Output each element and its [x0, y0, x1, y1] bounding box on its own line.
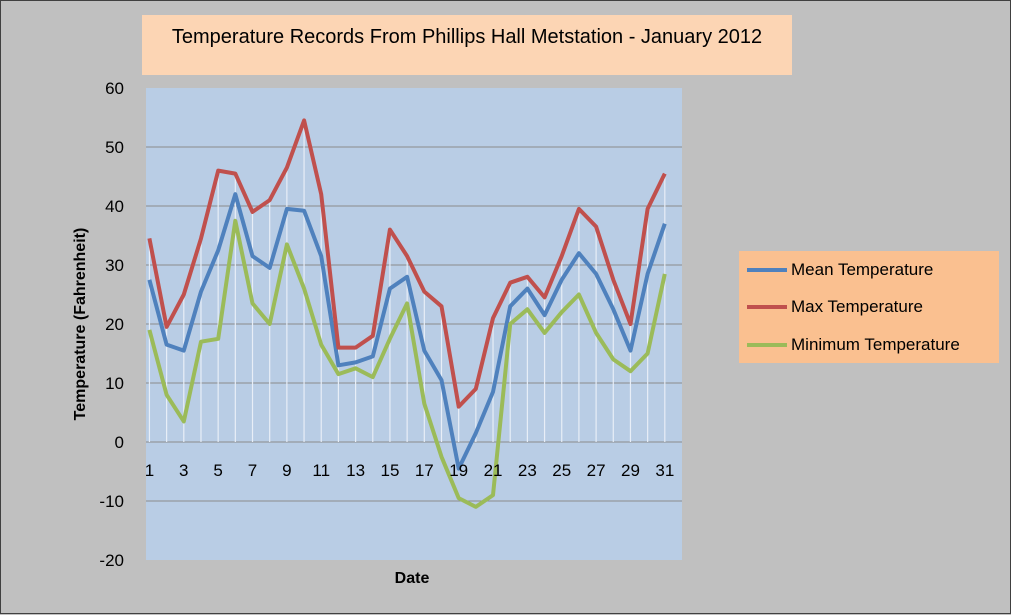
x-tick-label: 25 — [552, 461, 571, 480]
y-tick-label: 50 — [105, 138, 124, 157]
y-tick-label: -10 — [99, 492, 124, 511]
series-lines — [147, 118, 667, 509]
legend-label-min: Minimum Temperature — [791, 335, 960, 354]
x-tick-label: 19 — [449, 461, 468, 480]
x-tick-label: 11 — [312, 461, 330, 480]
legend-swatch-max — [747, 305, 787, 309]
x-tick-label: 17 — [415, 461, 434, 480]
legend: Mean Temperature Max Temperature Minimum… — [739, 251, 999, 363]
x-tick-label: 15 — [380, 461, 399, 480]
y-axis-title: Temperature (Fahrenheit) — [72, 228, 89, 421]
y-tick-labels: -20 -10 0 10 20 30 40 50 60 — [99, 79, 124, 570]
y-tick-label: -20 — [99, 551, 124, 570]
x-tick-label: 13 — [346, 461, 365, 480]
series-line-1 — [147, 118, 667, 409]
y-tick-label: 20 — [105, 315, 124, 334]
x-tick-label: 23 — [518, 461, 537, 480]
x-tick-label: 1 — [145, 461, 154, 480]
x-tick-labels: 1 3 5 7 9 11 13 15 17 19 21 23 25 27 29 31 — [145, 461, 675, 480]
chart-title: Temperature Records From Phillips Hall M… — [171, 26, 763, 48]
y-tick-label: 30 — [105, 256, 124, 275]
x-tick-label: 31 — [655, 461, 674, 480]
chart-title-box: Temperature Records From Phillips Hall M… — [142, 15, 792, 75]
legend-swatch-mean — [747, 268, 787, 272]
y-tick-label: 10 — [105, 374, 124, 393]
y-tick-label: 40 — [105, 197, 124, 216]
x-tick-label: 5 — [213, 461, 222, 480]
legend-label-max: Max Temperature — [791, 297, 923, 316]
y-tick-label: 60 — [105, 79, 124, 98]
x-tick-label: 27 — [587, 461, 606, 480]
x-tick-label: 9 — [282, 461, 291, 480]
x-axis-title: Date — [395, 570, 430, 587]
x-tick-label: 3 — [179, 461, 188, 480]
x-tick-label: 7 — [248, 461, 257, 480]
x-tick-label: 29 — [621, 461, 640, 480]
legend-swatch-min — [747, 343, 787, 347]
y-tick-label: 0 — [115, 433, 124, 452]
series-line-0 — [147, 192, 667, 471]
legend-label-mean: Mean Temperature — [791, 260, 934, 279]
x-tick-label: 21 — [484, 461, 503, 480]
series-line-2 — [147, 218, 667, 509]
